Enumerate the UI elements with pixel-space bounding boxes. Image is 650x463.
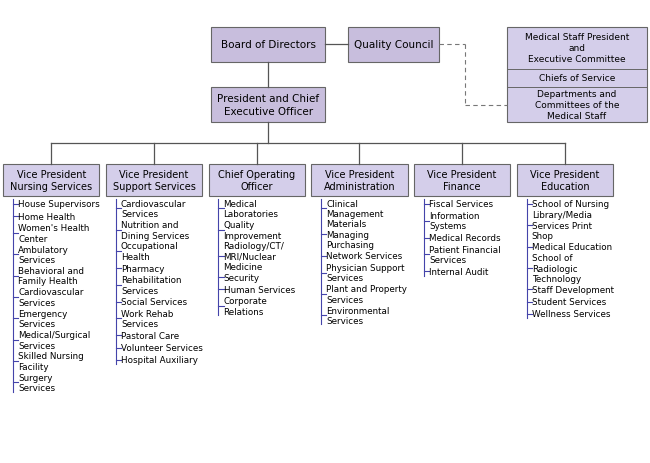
Text: Hospital Auxiliary: Hospital Auxiliary xyxy=(121,356,198,364)
Text: Pharmacy: Pharmacy xyxy=(121,264,164,273)
FancyBboxPatch shape xyxy=(507,28,647,123)
Text: Chiefs of Service: Chiefs of Service xyxy=(539,74,615,83)
Text: Plant and Property
Services: Plant and Property Services xyxy=(326,285,407,304)
Text: Vice President
Finance: Vice President Finance xyxy=(428,169,497,192)
Text: Ambulatory
Services: Ambulatory Services xyxy=(18,245,69,264)
Text: Quality
Improvement: Quality Improvement xyxy=(224,221,282,240)
FancyBboxPatch shape xyxy=(311,164,408,197)
FancyBboxPatch shape xyxy=(517,164,613,197)
Text: Vice President
Administration: Vice President Administration xyxy=(324,169,395,192)
Text: Environmental
Services: Environmental Services xyxy=(326,306,390,325)
Text: Materials
Managing
Purchasing: Materials Managing Purchasing xyxy=(326,220,374,250)
FancyBboxPatch shape xyxy=(209,164,305,197)
Text: Corporate
Relations: Corporate Relations xyxy=(224,297,267,316)
Text: Cardiovascular
Services: Cardiovascular Services xyxy=(18,288,84,307)
Text: Patient Financial
Services: Patient Financial Services xyxy=(429,245,500,264)
Text: Vice President
Nursing Services: Vice President Nursing Services xyxy=(10,169,92,192)
FancyBboxPatch shape xyxy=(106,164,202,197)
Text: Medical Records: Medical Records xyxy=(429,234,500,243)
Text: Quality Council: Quality Council xyxy=(354,40,433,50)
Text: Clinical
Management: Clinical Management xyxy=(326,200,384,219)
Text: Information
Systems: Information Systems xyxy=(429,212,480,231)
Text: Library/Media
Services Print
Shop: Library/Media Services Print Shop xyxy=(532,211,592,241)
Text: Medical Education: Medical Education xyxy=(532,243,612,251)
Text: Emergency
Services: Emergency Services xyxy=(18,309,68,328)
Text: Security: Security xyxy=(224,273,259,282)
Text: Fiscal Services: Fiscal Services xyxy=(429,200,493,209)
Text: Wellness Services: Wellness Services xyxy=(532,310,610,319)
Text: Medical Staff President
and
Executive Committee: Medical Staff President and Executive Co… xyxy=(525,33,629,64)
Text: President and Chief
Executive Officer: President and Chief Executive Officer xyxy=(217,94,319,117)
Text: Vice President
Education: Vice President Education xyxy=(530,169,599,192)
Text: Network Services: Network Services xyxy=(326,252,402,261)
FancyBboxPatch shape xyxy=(211,28,325,63)
Text: Physician Support
Services: Physician Support Services xyxy=(326,263,405,282)
Text: Women's Health
Center: Women's Health Center xyxy=(18,224,90,243)
Text: Radiology/CT/
MRI/Nuclear
Medicine: Radiology/CT/ MRI/Nuclear Medicine xyxy=(224,241,285,271)
Text: Vice President
Support Services: Vice President Support Services xyxy=(112,169,196,192)
FancyBboxPatch shape xyxy=(3,164,99,197)
Text: Staff Development: Staff Development xyxy=(532,285,614,294)
Text: Occupational
Health: Occupational Health xyxy=(121,242,179,261)
Text: Chief Operating
Officer: Chief Operating Officer xyxy=(218,169,295,192)
FancyBboxPatch shape xyxy=(211,88,325,123)
Text: Skilled Nursing
Facility: Skilled Nursing Facility xyxy=(18,352,84,371)
Text: Cardiovascular
Services: Cardiovascular Services xyxy=(121,200,187,219)
Text: Social Services: Social Services xyxy=(121,298,187,307)
Text: Internal Audit: Internal Audit xyxy=(429,267,488,276)
Text: Surgery
Services: Surgery Services xyxy=(18,373,55,392)
Text: School of
Radiologic
Technology: School of Radiologic Technology xyxy=(532,254,581,283)
Text: Home Health: Home Health xyxy=(18,213,75,221)
Text: Rehabilitation
Services: Rehabilitation Services xyxy=(121,275,181,295)
Text: Work Rehab
Services: Work Rehab Services xyxy=(121,309,174,328)
FancyBboxPatch shape xyxy=(414,164,510,197)
Text: House Supervisors: House Supervisors xyxy=(18,200,100,209)
Text: Human Services: Human Services xyxy=(224,285,295,294)
Text: Medical/Surgical
Services: Medical/Surgical Services xyxy=(18,331,90,350)
FancyBboxPatch shape xyxy=(348,28,439,63)
Text: Board of Directors: Board of Directors xyxy=(220,40,316,50)
Text: Behavioral and
Family Health: Behavioral and Family Health xyxy=(18,267,85,286)
Text: Departments and
Committees of the
Medical Staff: Departments and Committees of the Medica… xyxy=(534,89,619,121)
Text: Pastoral Care: Pastoral Care xyxy=(121,331,179,340)
Text: Nutrition and
Dining Services: Nutrition and Dining Services xyxy=(121,221,189,240)
Text: School of Nursing: School of Nursing xyxy=(532,200,609,209)
Text: Medical
Laboratories: Medical Laboratories xyxy=(224,200,279,219)
Text: Volunteer Services: Volunteer Services xyxy=(121,344,203,352)
Text: Student Services: Student Services xyxy=(532,298,606,307)
